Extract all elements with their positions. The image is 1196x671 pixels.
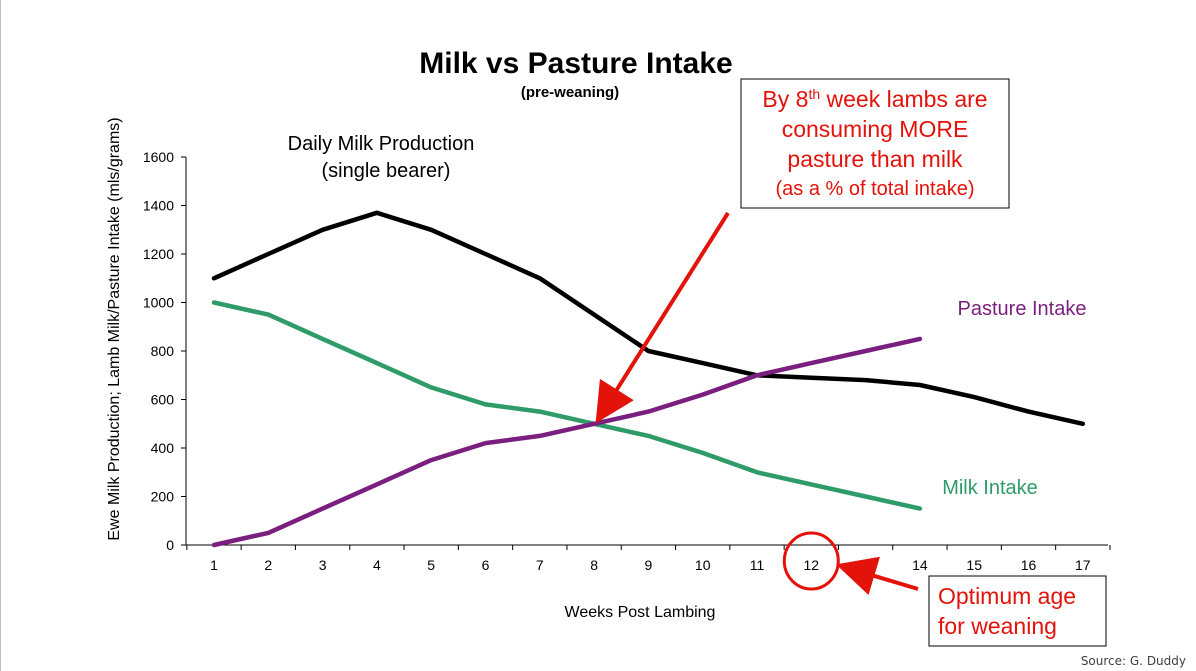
pasture-intake-label: Pasture Intake — [958, 298, 1087, 320]
weaning-arrow — [835, 556, 919, 596]
x-tick-label: 16 — [1021, 557, 1037, 573]
weaning-callout-line-2: for weaning — [938, 613, 1057, 639]
y-axis-label: Ewe Milk Production; Lamb Milk/Pasture I… — [106, 117, 123, 540]
x-tick-label: 8 — [590, 557, 598, 573]
source-credit: Source: G. Duddy — [1081, 654, 1186, 668]
crossover-callout-line-3: pasture than milk — [787, 146, 963, 172]
crossover-callout-box — [740, 78, 1010, 209]
y-tick-label: 1200 — [143, 246, 174, 262]
x-tick-label: 12 — [804, 557, 820, 573]
x-axis-label: Weeks Post Lambing — [565, 604, 716, 621]
x-tick-label: 2 — [264, 557, 272, 573]
crossover-callout: By 8th week lambs are consuming MORE pas… — [740, 78, 1010, 209]
milk-production-sublabel: (single bearer) — [322, 160, 451, 182]
x-tick-label: 9 — [645, 557, 653, 573]
y-axis-ticks: 0 200 400 600 800 1000 1200 1400 1600 — [143, 149, 186, 553]
slide-left-border — [0, 0, 1, 671]
crossover-callout-line-1: By 8th week lambs are — [762, 86, 987, 112]
y-tick-label: 1400 — [143, 198, 174, 214]
x-tick-label: 6 — [482, 557, 490, 573]
series-line-pasture-intake — [211, 336, 923, 548]
x-tick-label: 15 — [966, 557, 982, 573]
x-tick-label: 7 — [536, 557, 544, 573]
crossover-arrow — [595, 211, 730, 424]
x-tick-label: 10 — [695, 557, 711, 573]
crossover-callout-line-4: (as a % of total intake) — [776, 178, 975, 200]
series-line-daily-milk-production-single-bearer — [211, 210, 1086, 427]
y-tick-label: 800 — [151, 343, 175, 359]
x-tick-label: 17 — [1075, 557, 1091, 573]
chart-subtitle: (pre-weaning) — [521, 84, 619, 101]
weaning-callout-line-1: Optimum age — [938, 583, 1076, 609]
y-tick-label: 1600 — [143, 149, 174, 165]
milk-intake-label: Milk Intake — [942, 477, 1038, 499]
y-tick-label: 400 — [151, 440, 175, 456]
x-tick-label: 14 — [912, 557, 928, 573]
crossover-callout-line-2: consuming MORE — [782, 116, 969, 142]
x-tick-label: 1 — [210, 557, 218, 573]
y-tick-label: 600 — [151, 392, 175, 408]
series-lines — [211, 210, 1086, 548]
y-tick-label: 1000 — [143, 295, 174, 311]
x-axis-ticks: 1 2 3 4 5 6 7 8 9 10 11 12 13 14 15 16 17 — [186, 545, 1111, 573]
y-tick-label: 200 — [151, 489, 175, 505]
weaning-callout: Optimum age for weaning — [928, 575, 1107, 647]
x-tick-label: 5 — [427, 557, 435, 573]
x-tick-label: 4 — [373, 557, 381, 573]
x-tick-label: 3 — [319, 557, 327, 573]
x-tick-label: 11 — [750, 557, 765, 573]
series-line-milk-intake — [211, 300, 923, 511]
chart-title: Milk vs Pasture Intake — [419, 47, 732, 80]
milk-production-label: Daily Milk Production — [288, 133, 475, 155]
y-tick-label: 0 — [166, 537, 174, 553]
weaning-callout-box — [928, 575, 1107, 647]
